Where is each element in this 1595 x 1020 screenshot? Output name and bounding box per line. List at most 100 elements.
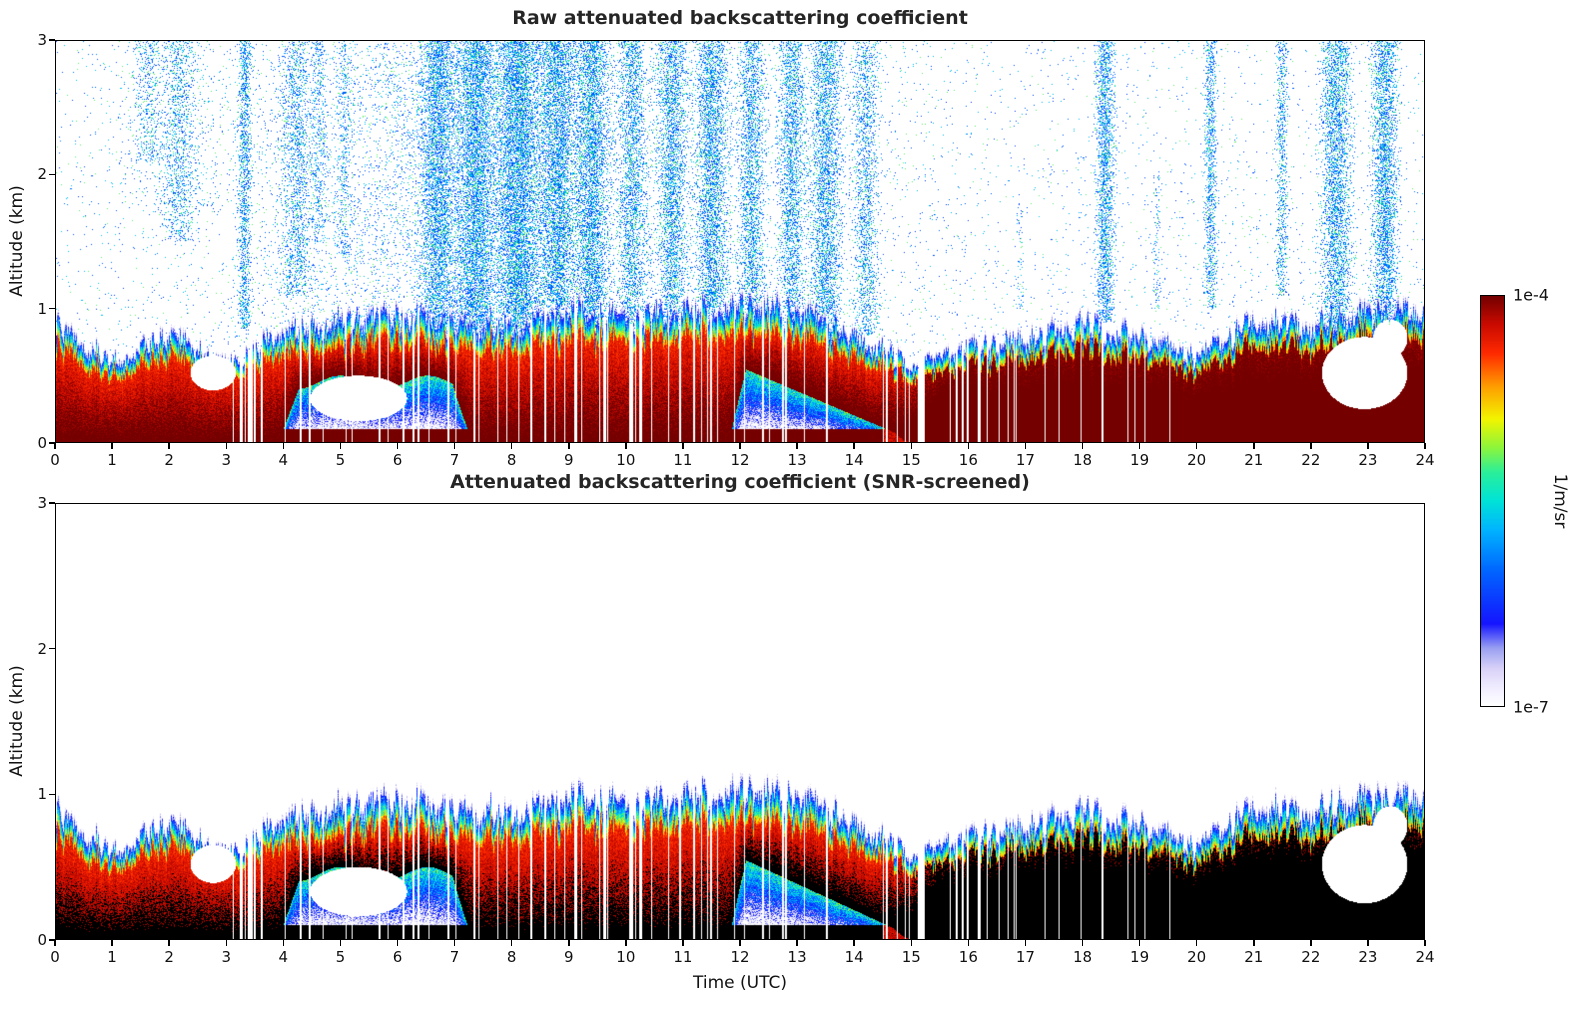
y-tick-label: 3	[37, 31, 47, 49]
x-tick-mark	[682, 940, 684, 946]
x-axis-label: Time (UTC)	[693, 973, 787, 993]
x-tick-label: 6	[392, 451, 403, 469]
x-tick-label: 18	[1072, 451, 1093, 469]
x-tick-label: 3	[221, 948, 232, 966]
y-tick-label: 0	[37, 931, 47, 949]
x-tick-label: 12	[730, 451, 750, 469]
x-tick-mark	[1253, 940, 1255, 946]
raw-panel-y-axis-label: Altitude (km)	[7, 185, 27, 297]
x-tick-mark	[453, 443, 456, 449]
x-tick-label: 17	[1015, 948, 1035, 966]
x-tick-label: 0	[50, 451, 60, 469]
y-tick-mark	[49, 939, 55, 941]
y-tick-label: 3	[37, 494, 47, 512]
y-tick-label: 2	[37, 165, 47, 184]
y-tick-label: 1	[37, 299, 47, 318]
x-tick-label: 22	[1301, 451, 1321, 469]
x-tick-mark	[682, 443, 684, 449]
x-tick-label: 2	[164, 948, 174, 966]
x-tick-mark	[967, 940, 970, 946]
x-tick-label: 6	[392, 948, 403, 966]
x-tick-label: 17	[1015, 451, 1035, 469]
x-tick-mark	[54, 443, 56, 449]
x-tick-label: 16	[958, 948, 978, 966]
colorbar-max-label: 1e-4	[1513, 285, 1549, 305]
x-tick-mark	[168, 443, 170, 449]
y-tick-label: 0	[37, 434, 47, 452]
x-tick-label: 21	[1244, 948, 1264, 966]
x-tick-label: 23	[1358, 451, 1378, 469]
colorbar-min-label: 1e-7	[1513, 697, 1549, 717]
colorbar-gradient	[1481, 296, 1504, 706]
y-tick-label: 2	[37, 639, 47, 658]
x-tick-label: 23	[1358, 948, 1378, 966]
x-tick-mark	[796, 443, 798, 449]
x-tick-mark	[568, 940, 570, 946]
y-tick-mark	[49, 307, 55, 310]
x-tick-label: 12	[730, 948, 750, 966]
x-tick-label: 15	[901, 451, 921, 469]
x-tick-label: 10	[616, 451, 636, 469]
colorbar-unit-label: 1/m/sr	[1550, 473, 1570, 529]
x-tick-label: 16	[958, 451, 978, 469]
raw-backscatter-heatmap	[56, 41, 1424, 442]
x-tick-label: 3	[221, 451, 232, 469]
x-tick-label: 0	[50, 948, 60, 966]
x-tick-label: 11	[673, 948, 693, 966]
x-tick-label: 19	[1130, 451, 1150, 469]
x-tick-mark	[1195, 443, 1198, 449]
y-tick-mark	[49, 647, 55, 650]
y-tick-mark	[49, 39, 55, 41]
x-tick-label: 24	[1415, 948, 1435, 966]
x-tick-mark	[910, 940, 912, 946]
x-tick-mark	[739, 940, 741, 946]
y-tick-mark	[49, 793, 55, 796]
x-tick-label: 14	[844, 948, 864, 966]
x-tick-mark	[54, 940, 56, 946]
x-tick-mark	[225, 443, 227, 449]
x-tick-label: 5	[335, 948, 346, 966]
x-tick-mark	[339, 443, 342, 449]
x-tick-mark	[1424, 940, 1426, 946]
x-tick-mark	[510, 940, 513, 946]
x-tick-mark	[910, 443, 912, 449]
x-tick-mark	[1424, 443, 1426, 449]
x-tick-mark	[510, 443, 513, 449]
x-tick-mark	[1310, 443, 1312, 449]
x-tick-mark	[1310, 940, 1312, 946]
x-tick-mark	[453, 940, 456, 946]
x-tick-mark	[853, 940, 855, 946]
x-tick-mark	[739, 443, 741, 449]
x-tick-mark	[168, 940, 170, 946]
screened-panel-y-axis-label: Altitude (km)	[7, 665, 27, 777]
x-tick-mark	[1081, 940, 1084, 946]
x-tick-label: 2	[164, 451, 174, 469]
x-tick-mark	[111, 443, 113, 449]
x-tick-mark	[625, 443, 627, 449]
x-tick-mark	[225, 940, 227, 946]
x-tick-mark	[1081, 443, 1084, 449]
x-tick-label: 9	[563, 451, 574, 469]
x-tick-mark	[853, 443, 855, 449]
x-tick-label: 19	[1130, 948, 1150, 966]
x-tick-label: 22	[1301, 948, 1321, 966]
x-tick-label: 7	[449, 948, 460, 966]
x-tick-label: 5	[335, 451, 346, 469]
x-tick-label: 20	[1187, 451, 1207, 469]
x-tick-mark	[1195, 940, 1198, 946]
y-tick-mark	[49, 173, 55, 176]
x-tick-label: 13	[787, 948, 807, 966]
x-tick-label: 1	[107, 948, 117, 966]
x-tick-label: 4	[278, 451, 289, 469]
x-tick-mark	[1024, 443, 1027, 449]
y-tick-label: 1	[37, 785, 47, 804]
x-tick-mark	[967, 443, 970, 449]
y-tick-mark	[49, 442, 55, 444]
x-tick-mark	[1367, 443, 1369, 449]
x-tick-mark	[396, 940, 399, 946]
x-tick-mark	[625, 940, 627, 946]
x-tick-mark	[1138, 443, 1141, 449]
raw-panel-title: Raw attenuated backscattering coefficien…	[512, 7, 968, 29]
screened-panel-plot-area	[55, 503, 1425, 940]
